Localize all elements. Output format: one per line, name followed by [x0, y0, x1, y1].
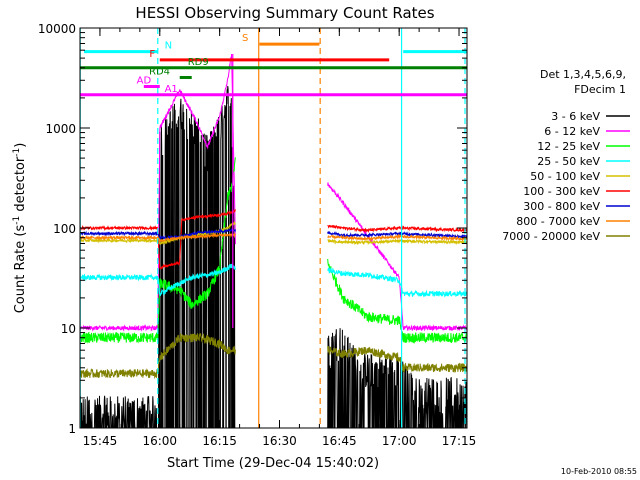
annotation-label: RD9 [188, 57, 209, 68]
annotation-label: S [242, 33, 248, 44]
series-line [79, 157, 468, 344]
y-tick-label: 10 [61, 322, 76, 336]
legend-title: Det 1,3,4,5,6,9, [540, 68, 626, 81]
legend-entry-label: 800 - 7000 keV [516, 215, 600, 228]
y-axis-label: Count Rate (s-1 detector-1) [12, 143, 28, 314]
x-tick-label: 15:45 [83, 434, 118, 448]
y-tick-label: 10000 [38, 22, 76, 36]
series-line [79, 263, 468, 298]
x-tick-label: 16:30 [262, 434, 297, 448]
legend-entry-label: 50 - 100 keV [530, 170, 600, 183]
x-tick-label: 17:00 [382, 434, 417, 448]
y-tick-label: 1 [68, 422, 76, 436]
footer-timestamp: 10-Feb-2010 08:55 [561, 467, 637, 476]
annotation-label: A1 [165, 84, 178, 95]
legend: Det 1,3,4,5,6,9, FDecim 1 3 - 6 keV 6 - 12 … [502, 68, 630, 243]
annotation-label: F [149, 49, 155, 60]
legend-entry-label: 25 - 50 keV [537, 155, 600, 168]
legend-entry-label: 12 - 25 keV [537, 140, 600, 153]
x-tick-label: 16:45 [322, 434, 357, 448]
y-tick-label: 100 [53, 222, 76, 236]
annotation-label: AD [137, 76, 152, 87]
x-tick-label: 16:15 [202, 434, 237, 448]
y-tick-label: 1000 [45, 122, 76, 136]
x-tick-label: 17:15 [442, 434, 477, 448]
annotation-label: RD4 [149, 66, 170, 77]
x-tick-label: 16:00 [142, 434, 177, 448]
legend-entry-label: 100 - 300 keV [523, 185, 600, 198]
x-axis-label: Start Time (29-Dec-04 15:40:02) [167, 456, 379, 471]
series-layer [79, 53, 468, 429]
annotation-label: N [165, 41, 172, 52]
legend-entry-label: 3 - 6 keV [551, 110, 600, 123]
legend-entry-label: 300 - 800 keV [523, 200, 600, 213]
series-line [79, 85, 468, 429]
x-axis: 15:45 16:00 16:15 16:30 16:45 17:00 17:15 [79, 28, 477, 448]
y-axis: 1 10 100 1000 10000 [38, 22, 467, 436]
chart-title: HESSI Observing Summary Count Rates [135, 4, 434, 22]
legend-entry-label: 6 - 12 keV [544, 125, 600, 138]
legend-entry-label: 7000 - 20000 keV [502, 230, 600, 243]
series-line [79, 209, 468, 270]
legend-title: FDecim 1 [574, 83, 626, 96]
